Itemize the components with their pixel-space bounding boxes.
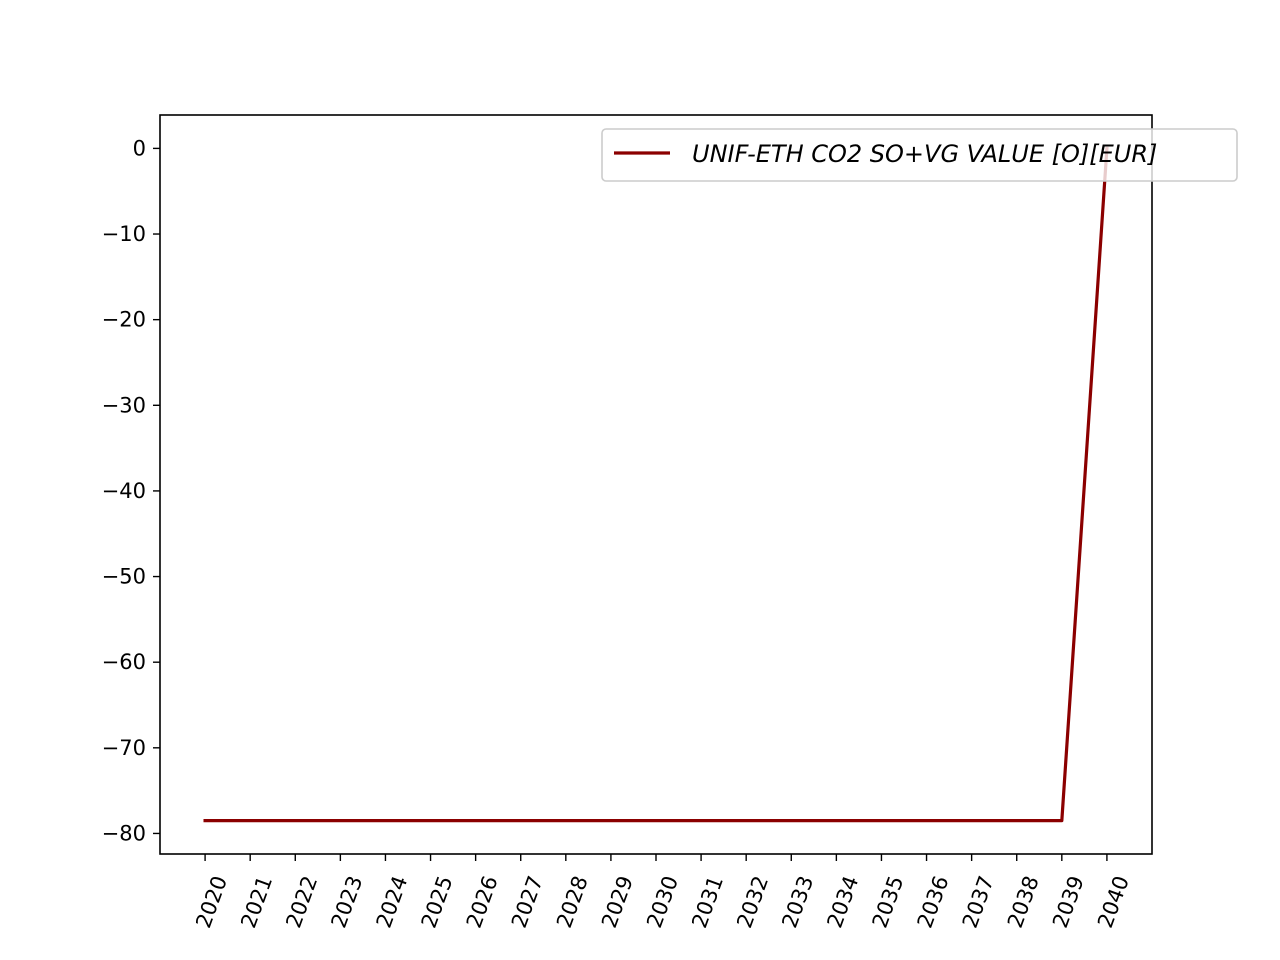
y-tick-label: −50 bbox=[102, 565, 146, 589]
legend-box bbox=[601, 128, 1238, 182]
series-line bbox=[203, 146, 1109, 823]
y-tick-label: −40 bbox=[102, 479, 146, 503]
y-tick-label: −20 bbox=[102, 308, 146, 332]
series-layer bbox=[203, 146, 1109, 823]
legend-entry-label: UNIF-ETH CO2 SO+VG VALUE [O][EUR] bbox=[692, 140, 1157, 168]
plot-area-frame bbox=[159, 114, 1153, 855]
y-tick-label: −80 bbox=[102, 821, 146, 845]
y-tick-label: −60 bbox=[102, 650, 146, 674]
y-tick-label: 0 bbox=[133, 136, 146, 160]
y-tick-label: −70 bbox=[102, 736, 146, 760]
legend: UNIF-ETH CO2 SO+VG VALUE [O][EUR] bbox=[601, 128, 1238, 182]
y-axis: 0 −10 −20 −30 −40 −50 −60 −70 −80 bbox=[102, 136, 160, 845]
y-tick-label: −10 bbox=[102, 222, 146, 246]
y-tick-label: −30 bbox=[102, 393, 146, 417]
